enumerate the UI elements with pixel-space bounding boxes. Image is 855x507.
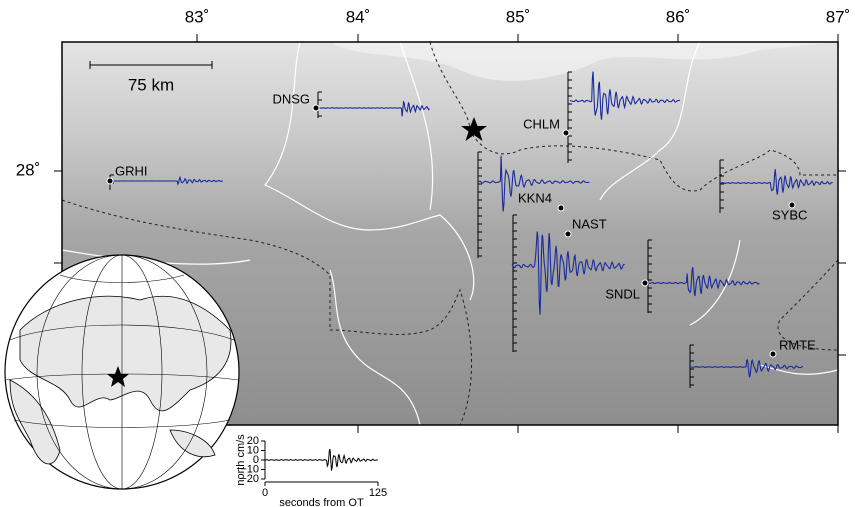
lon-label: 84˚ bbox=[346, 7, 371, 26]
station-marker bbox=[107, 178, 113, 184]
example-seismogram bbox=[265, 450, 378, 471]
station-marker bbox=[642, 280, 648, 286]
station-label: DNSG bbox=[272, 91, 310, 106]
lon-label: 86˚ bbox=[666, 7, 691, 26]
station-marker bbox=[558, 205, 564, 211]
station-marker bbox=[313, 105, 319, 111]
station-label: NAST bbox=[572, 216, 607, 231]
lat-label: 28˚ bbox=[16, 160, 41, 179]
lon-label: 85˚ bbox=[506, 7, 531, 26]
lon-label: 87˚ bbox=[826, 7, 851, 26]
x-axis-label: seconds from OT bbox=[279, 497, 364, 507]
station-label: KKN4 bbox=[518, 190, 552, 205]
inset-globe bbox=[5, 255, 239, 489]
x-tick-label: 0 bbox=[262, 487, 268, 499]
station-label: GRHI bbox=[115, 163, 148, 178]
figure: GRHI DNSG CHLM KKN4 NAST SNDL SYBC RMTE 75 km 8… bbox=[0, 0, 855, 507]
y-axis-label: north cm/s bbox=[235, 434, 247, 486]
station-label: RMTE bbox=[779, 337, 816, 352]
x-tick-label: 125 bbox=[369, 487, 387, 499]
station-label: CHLM bbox=[523, 116, 560, 131]
lon-label: 83˚ bbox=[185, 7, 210, 26]
station-label: SYBC bbox=[772, 207, 807, 222]
station-marker bbox=[770, 351, 776, 357]
station-marker bbox=[563, 130, 569, 136]
station-marker bbox=[565, 231, 571, 237]
scale-bar-label: 75 km bbox=[128, 75, 174, 94]
station-label: SNDL bbox=[605, 286, 640, 301]
